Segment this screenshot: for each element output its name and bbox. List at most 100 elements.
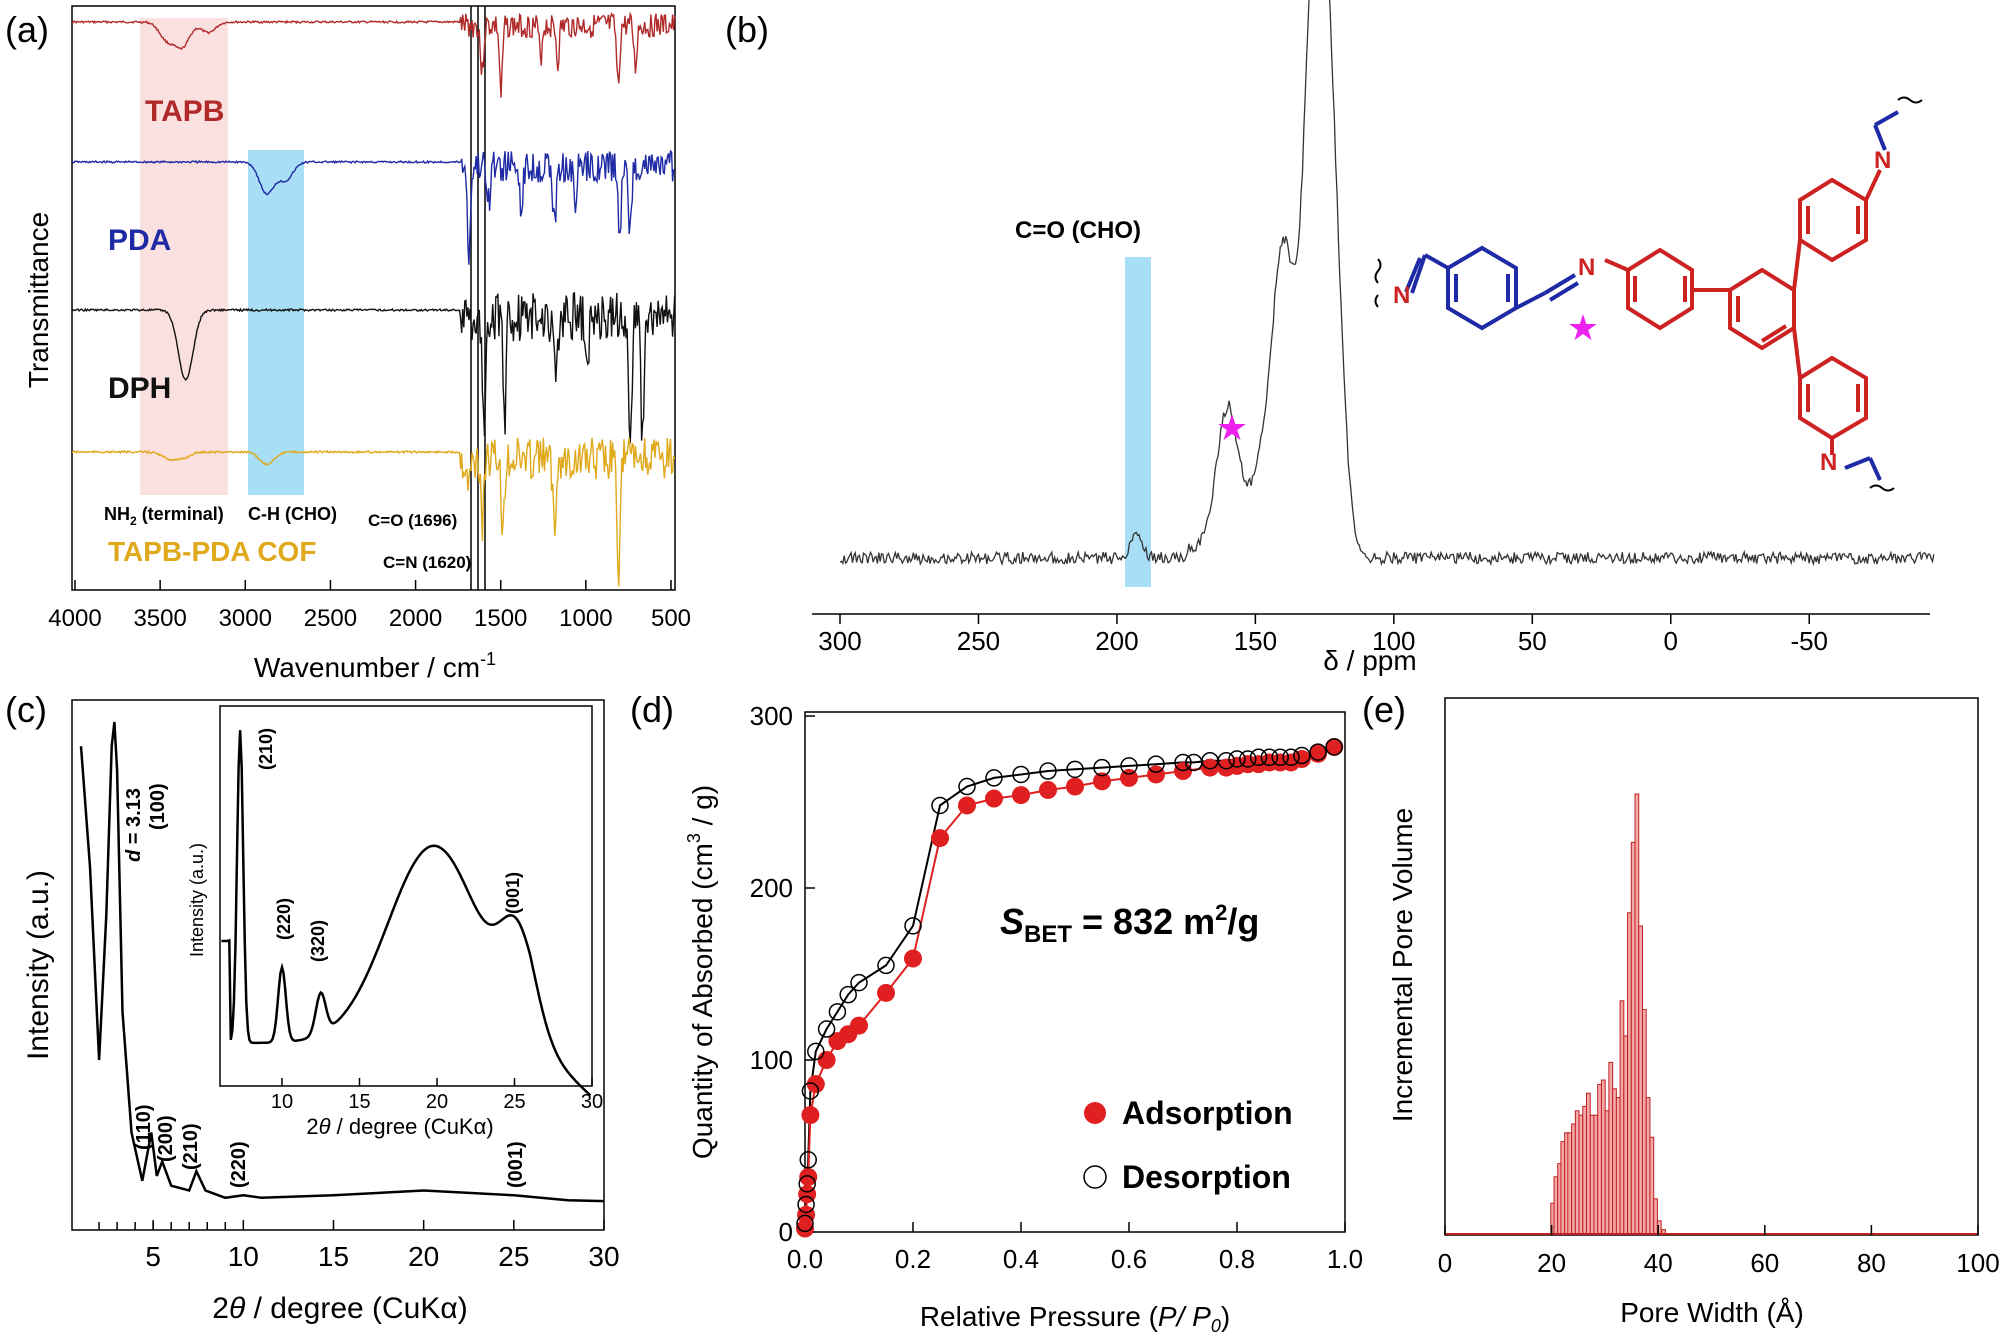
desorption-point: [797, 1195, 815, 1214]
inset-x-tick-label: 25: [503, 1091, 525, 1113]
ir-trace: [71, 149, 676, 265]
pore-bars: [1550, 793, 1666, 1235]
pore-bar: [1608, 1061, 1614, 1235]
adsorption-point: [801, 1106, 820, 1125]
peak-110: (110): [133, 1104, 155, 1150]
tapb-ring-lower: [1798, 355, 1868, 441]
inset-xticks: 10 15 20 25 30: [271, 1078, 603, 1113]
panel-b-label: (b): [725, 9, 769, 50]
panel-a-xticks: 4000 3500 3000 2500 2000 1500 1000 500: [48, 580, 691, 632]
co-label: C=O (1696): [368, 511, 457, 530]
legend-desorption-marker: [1083, 1165, 1107, 1189]
label-pda: PDA: [108, 224, 171, 257]
adsorption-point: [1120, 768, 1138, 787]
label-tapb-pda-cof: TAPB-PDA COF: [108, 536, 316, 567]
star-marker-structure: ★: [1567, 307, 1599, 348]
pda-bond: [1543, 273, 1577, 295]
x-tick-label: 10: [228, 1241, 259, 1272]
desorption-point: [796, 1214, 814, 1233]
desorption-point: [1147, 755, 1165, 773]
inset-peak-001: (001): [503, 872, 523, 914]
pore-bar: [1574, 1110, 1580, 1235]
legend-desorption: Desorption: [1122, 1159, 1291, 1195]
desorption-point: [828, 1003, 847, 1021]
atom-n: N: [1393, 282, 1410, 309]
pore-bar: [1641, 1009, 1647, 1235]
inset-x-tick-label: 10: [271, 1091, 293, 1113]
panel-c-label: (c): [5, 689, 47, 730]
label-tapb: TAPB: [145, 95, 224, 128]
x-tick-label: 0: [1664, 626, 1678, 656]
imine-bond: [1874, 110, 1899, 127]
pda-ring: [1446, 245, 1518, 331]
inset-xlabel: 2θ / degree (CuKα): [306, 1114, 493, 1139]
x-tick-label: 0.6: [1111, 1244, 1147, 1274]
panel-c-frame: [71, 699, 605, 1231]
desorption-point: [1228, 750, 1246, 768]
adsorption-point: [1201, 758, 1219, 777]
pore-bar: [1571, 1123, 1576, 1235]
imine-bond: [1868, 457, 1882, 481]
pore-bar: [1630, 841, 1636, 1235]
adsorption-point: [985, 789, 1003, 808]
pore-bar: [1593, 1114, 1599, 1235]
panel-e-xticks: 0 20 40 60 80 100: [1438, 1225, 2000, 1278]
adsorption-point: [931, 829, 949, 848]
x-tick-label: 250: [957, 626, 1000, 656]
desorption-point: [1282, 748, 1300, 767]
pore-bar: [1578, 1114, 1584, 1235]
ir-trace: [71, 291, 676, 444]
legend-adsorption-marker: [1084, 1102, 1106, 1124]
pda-bond: [1424, 253, 1449, 270]
desorption-point: [877, 956, 895, 975]
desorption-point: [801, 1082, 820, 1100]
desorption-point: [985, 769, 1003, 787]
tapb-ring: [1626, 247, 1694, 331]
panel-d-frame: [804, 711, 1346, 1233]
desorption-point: [1217, 751, 1235, 770]
y-tick-label: 300: [750, 701, 793, 731]
adsorption-point: [877, 983, 895, 1002]
xrd-pattern: [79, 721, 605, 1203]
nh2-label: NH2 (terminal): [104, 504, 224, 528]
pore-bar: [1627, 912, 1632, 1235]
main-peak-label: d = 3.13: [123, 788, 145, 862]
ch-label: C-H (CHO): [248, 504, 337, 524]
inset-x-tick-label: 30: [581, 1091, 603, 1113]
label-dph: DPH: [108, 372, 171, 405]
nh2-band: [140, 18, 228, 495]
panel-d-ticks: 0.0 0.2 0.4 0.6 0.8 1.0 0 100 200 300: [750, 701, 1363, 1274]
x-tick-label: 300: [818, 626, 861, 656]
panel-a-xlabel: Wavenumber / cm-1: [254, 649, 496, 683]
adsorption-point: [1039, 780, 1057, 799]
inset-peak-320: (320): [308, 920, 328, 962]
x-tick-label: 0.2: [895, 1244, 931, 1274]
panel-d-ylabel: Quantity of Absorbed (cm3 / g): [684, 785, 718, 1159]
x-tick-label: 0.4: [1003, 1244, 1039, 1274]
desorption-point: [1271, 748, 1289, 767]
x-tick-label: 5: [145, 1241, 161, 1272]
panel-c-ylabel: Intensity (a.u.): [22, 870, 55, 1060]
inset-x-tick-label: 20: [426, 1091, 448, 1113]
panel-a: (a) 4000 3500 3000 2500 2000 1500 1000 500 Tran…: [5, 5, 691, 683]
pore-bar: [1582, 1105, 1588, 1235]
x-tick-label: 0.0: [787, 1244, 823, 1274]
desorption-point: [807, 1042, 825, 1061]
wavy-bond-bottom: [1869, 484, 1895, 492]
pore-bar: [1604, 1110, 1610, 1235]
wavy-bond-top: [1897, 96, 1923, 104]
desorption-point: [798, 1175, 816, 1193]
atom-n: N: [1578, 254, 1595, 281]
atom-n: N: [1820, 449, 1837, 476]
ch-band: [248, 150, 304, 495]
inset-peak-210: (210): [256, 728, 276, 770]
x-tick-label: 2500: [304, 605, 357, 632]
pore-bar: [1560, 1141, 1566, 1235]
cho-band-label: C=O (CHO): [1015, 217, 1141, 244]
desorption-point: [1066, 760, 1084, 779]
desorption-point: [850, 973, 868, 992]
tapb-ring-bond: [1760, 324, 1788, 343]
pore-bar: [1634, 793, 1640, 1235]
x-tick-label: 4000: [48, 605, 101, 632]
